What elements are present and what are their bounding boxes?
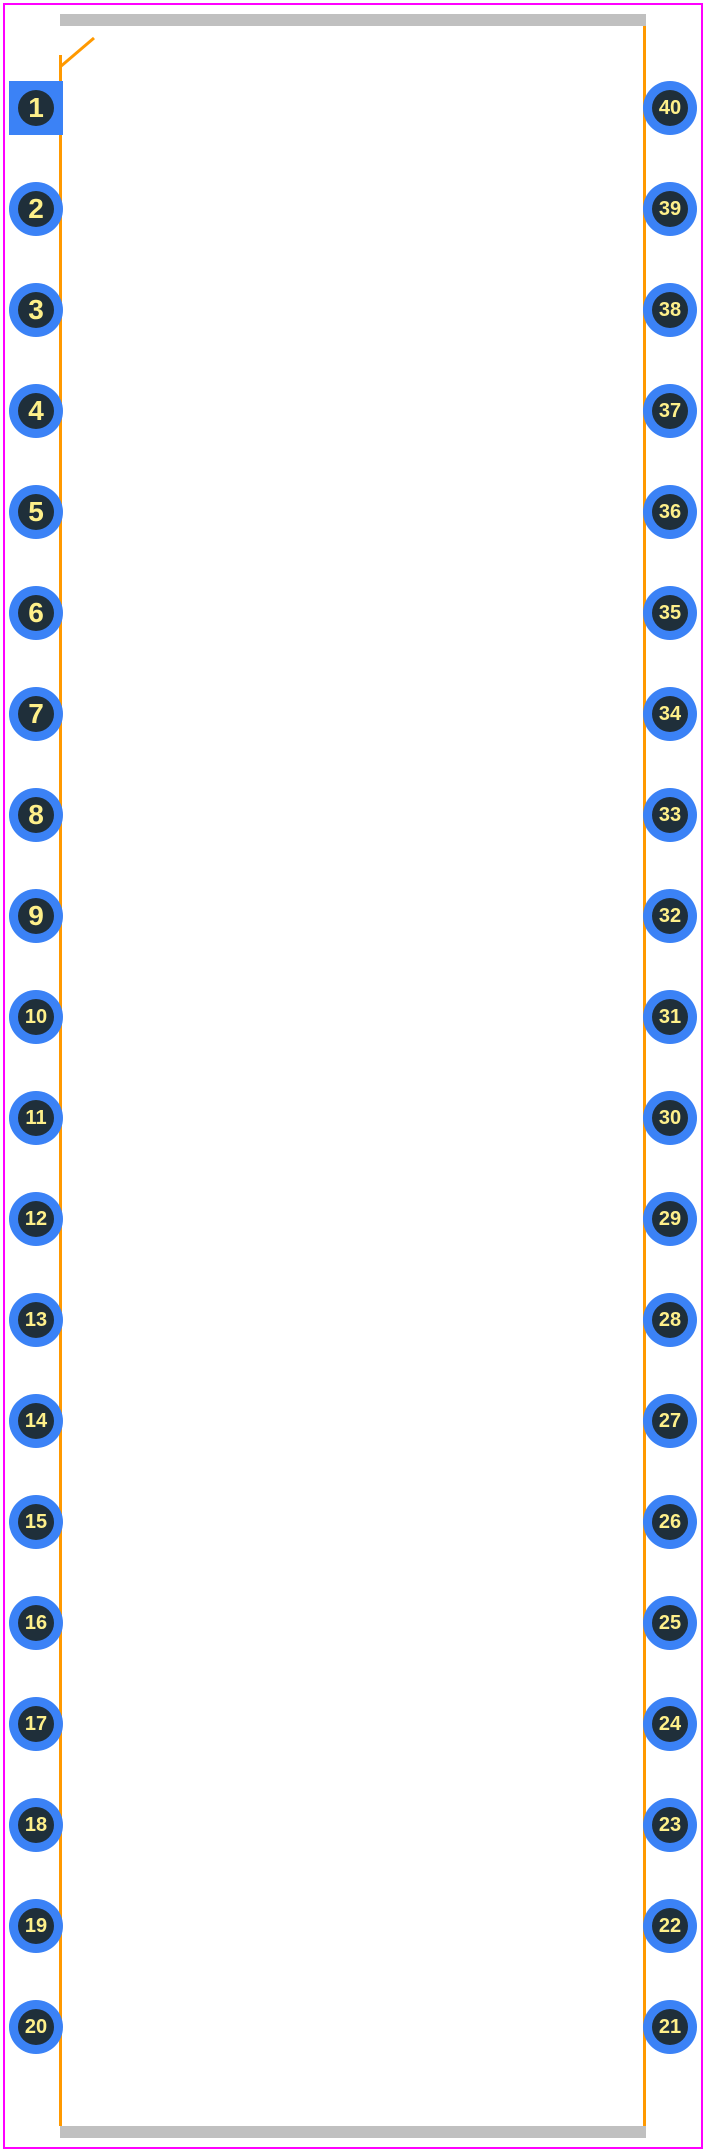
- pad-label-29: 29: [659, 1209, 681, 1229]
- pad-left-19: 19: [9, 1899, 63, 1953]
- pad-right-28: 28: [643, 1293, 697, 1347]
- pad-left-10: 10: [9, 990, 63, 1044]
- pad-label-16: 16: [25, 1613, 47, 1633]
- pad-label-20: 20: [25, 2017, 47, 2037]
- pad-label-12: 12: [25, 1209, 47, 1229]
- courtyard-outline: [3, 3, 703, 2149]
- pad-left-9: 9: [9, 889, 63, 943]
- pad-left-18: 18: [9, 1798, 63, 1852]
- pad-left-6: 6: [9, 586, 63, 640]
- pad-label-38: 38: [659, 300, 681, 320]
- pad-right-37: 37: [643, 384, 697, 438]
- pad-label-28: 28: [659, 1310, 681, 1330]
- pad-right-35: 35: [643, 586, 697, 640]
- pad-right-22: 22: [643, 1899, 697, 1953]
- pad-label-33: 33: [659, 805, 681, 825]
- pad-label-7: 7: [28, 700, 44, 728]
- pad-label-27: 27: [659, 1411, 681, 1431]
- pad-left-14: 14: [9, 1394, 63, 1448]
- pad-label-19: 19: [25, 1916, 47, 1936]
- pad-left-11: 11: [9, 1091, 63, 1145]
- pad-label-14: 14: [25, 1411, 47, 1431]
- pad-right-27: 27: [643, 1394, 697, 1448]
- pad-right-31: 31: [643, 990, 697, 1044]
- pad-label-13: 13: [25, 1310, 47, 1330]
- pad-right-26: 26: [643, 1495, 697, 1549]
- pad-label-1: 1: [28, 94, 44, 122]
- pad-right-38: 38: [643, 283, 697, 337]
- pad-label-17: 17: [25, 1714, 47, 1734]
- pad-label-22: 22: [659, 1916, 681, 1936]
- pad-right-29: 29: [643, 1192, 697, 1246]
- pad-label-31: 31: [659, 1007, 681, 1027]
- pad-left-3: 3: [9, 283, 63, 337]
- pad-label-4: 4: [28, 397, 44, 425]
- pad-left-17: 17: [9, 1697, 63, 1751]
- pad-label-9: 9: [28, 902, 44, 930]
- pad-label-10: 10: [25, 1007, 47, 1027]
- pad-label-39: 39: [659, 199, 681, 219]
- pad-label-30: 30: [659, 1108, 681, 1128]
- pad-left-12: 12: [9, 1192, 63, 1246]
- pin-1-square: 1: [9, 81, 63, 135]
- pad-label-36: 36: [659, 502, 681, 522]
- pad-right-36: 36: [643, 485, 697, 539]
- pad-right-23: 23: [643, 1798, 697, 1852]
- pad-left-8: 8: [9, 788, 63, 842]
- pad-label-40: 40: [659, 98, 681, 118]
- pad-label-5: 5: [28, 498, 44, 526]
- pad-left-4: 4: [9, 384, 63, 438]
- pad-right-40: 40: [643, 81, 697, 135]
- pad-right-39: 39: [643, 182, 697, 236]
- pad-right-33: 33: [643, 788, 697, 842]
- pad-label-8: 8: [28, 801, 44, 829]
- pad-left-13: 13: [9, 1293, 63, 1347]
- pad-right-21: 21: [643, 2000, 697, 2054]
- pad-label-15: 15: [25, 1512, 47, 1532]
- pad-label-23: 23: [659, 1815, 681, 1835]
- pad-right-34: 34: [643, 687, 697, 741]
- pad-right-30: 30: [643, 1091, 697, 1145]
- pad-right-24: 24: [643, 1697, 697, 1751]
- pad-label-21: 21: [659, 2017, 681, 2037]
- pad-right-25: 25: [643, 1596, 697, 1650]
- pad-label-34: 34: [659, 704, 681, 724]
- body-outline-right: [643, 26, 646, 2126]
- pad-right-32: 32: [643, 889, 697, 943]
- pad-label-18: 18: [25, 1815, 47, 1835]
- pad-label-3: 3: [28, 296, 44, 324]
- pad-label-37: 37: [659, 401, 681, 421]
- pad-label-32: 32: [659, 906, 681, 926]
- package-edge-bottom: [60, 2126, 646, 2138]
- pad-left-15: 15: [9, 1495, 63, 1549]
- pad-left-20: 20: [9, 2000, 63, 2054]
- pad-label-24: 24: [659, 1714, 681, 1734]
- pad-label-25: 25: [659, 1613, 681, 1633]
- pad-left-16: 16: [9, 1596, 63, 1650]
- pad-left-2: 2: [9, 182, 63, 236]
- package-edge-top: [60, 14, 646, 26]
- pad-label-35: 35: [659, 603, 681, 623]
- pad-label-26: 26: [659, 1512, 681, 1532]
- pcb-footprint-canvas: 1 40 2 39 3 38 4 37 5 36 6 35 7 34 8 33 9 32 10 31 11 30 12 29 1…: [0, 0, 706, 2152]
- pad-label-6: 6: [28, 599, 44, 627]
- body-outline-chamfer: [0, 0, 1, 1]
- pad-left-7: 7: [9, 687, 63, 741]
- pad-label-2: 2: [28, 195, 44, 223]
- pad-left-5: 5: [9, 485, 63, 539]
- pad-label-11: 11: [25, 1108, 46, 1128]
